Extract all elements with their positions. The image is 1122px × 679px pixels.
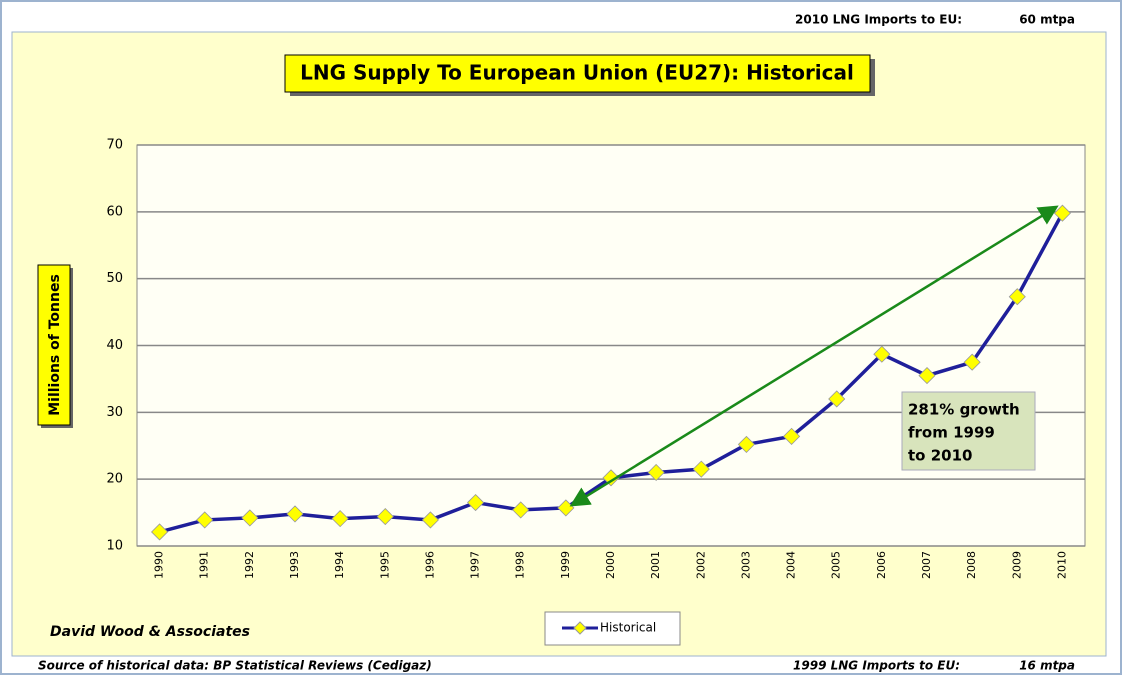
x-tick-label: 1992 — [243, 551, 256, 579]
chart-title: LNG Supply To European Union (EU27): His… — [300, 61, 854, 85]
legend-label: Historical — [600, 621, 656, 635]
x-tick-label: 2010 — [1055, 551, 1068, 579]
x-tick-label: 1998 — [514, 551, 527, 579]
top-note-value: 60 mtpa — [1019, 13, 1075, 27]
x-tick-label: 1994 — [333, 551, 346, 579]
marker — [196, 511, 214, 529]
x-tick-label: 1997 — [469, 551, 482, 579]
x-tick-label: 2005 — [830, 551, 843, 579]
top-note: 2010 LNG Imports to EU: — [795, 13, 962, 27]
marker — [331, 510, 349, 528]
annotation: from 1999 — [908, 424, 995, 442]
x-tick-label: 1991 — [198, 551, 211, 579]
y-tick-label: 70 — [106, 138, 123, 153]
credit: David Wood & Associates — [50, 624, 250, 640]
x-tick-label: 2002 — [694, 551, 707, 579]
x-tick-label: 1999 — [559, 551, 572, 579]
marker — [241, 509, 259, 527]
x-tick-label: 2009 — [1010, 551, 1023, 579]
x-tick-label: 2007 — [920, 551, 933, 579]
source: Source of historical data: BP Statistica… — [38, 659, 432, 673]
x-tick-label: 1990 — [153, 551, 166, 579]
annotation: 281% growth — [908, 401, 1020, 419]
growth-arrow — [569, 205, 1059, 507]
title-box — [284, 54, 871, 93]
marker — [286, 505, 304, 523]
y-tick-label: 10 — [106, 539, 123, 554]
y-axis-label: Millions of Tonnes — [47, 274, 63, 416]
y-tick-label: 20 — [106, 472, 123, 487]
x-tick-label: 2006 — [875, 551, 888, 579]
x-tick-label: 2003 — [739, 551, 752, 579]
x-tick-label: 2001 — [649, 551, 662, 579]
annotation-box — [901, 391, 1036, 471]
marker — [467, 493, 485, 512]
x-tick-label: 2008 — [965, 551, 978, 579]
x-tick-label: 2004 — [785, 551, 798, 579]
bottom-note: 1999 LNG Imports to EU: — [793, 659, 960, 673]
x-tick-label: 2000 — [604, 551, 617, 579]
marker — [512, 501, 530, 519]
x-tick-label: 1993 — [288, 551, 301, 579]
marker — [421, 511, 439, 529]
marker — [376, 508, 394, 526]
marker — [151, 523, 169, 541]
annotation: to 2010 — [908, 447, 972, 465]
x-tick-label: 1995 — [378, 551, 391, 579]
y-tick-label: 40 — [106, 338, 123, 353]
y-tick-label: 30 — [106, 405, 123, 420]
bottom-note-value: 16 mtpa — [1019, 659, 1075, 673]
x-tick-label: 1996 — [423, 551, 436, 579]
y-label-box — [37, 264, 71, 426]
y-tick-label: 50 — [106, 271, 123, 286]
y-tick-label: 60 — [106, 204, 123, 219]
legend-marker — [573, 621, 587, 635]
